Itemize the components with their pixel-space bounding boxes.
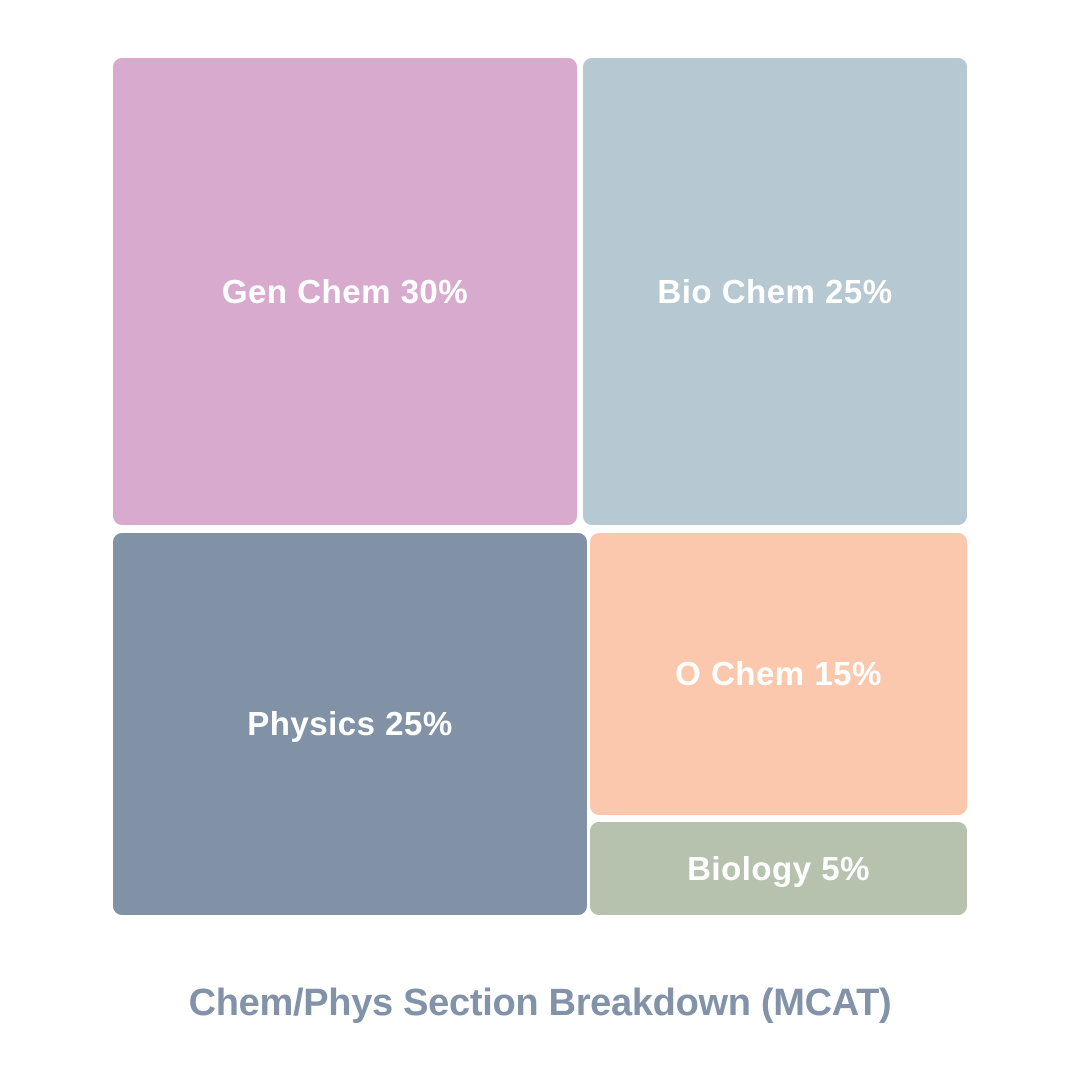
chart-title: Chem/Phys Section Breakdown (MCAT) (188, 982, 892, 1024)
treemap-tile-o-chem-label: O Chem 15% (675, 655, 882, 692)
treemap-tile-gen-chem-label: Gen Chem 30% (221, 272, 469, 310)
treemap-tile-gen-chem: Gen Chem 30% (113, 58, 577, 525)
treemap-tile-biology: Biology 5% (590, 822, 967, 915)
treemap-tile-physics: Physics 25% (113, 533, 587, 915)
treemap-tile-biology-label: Biology 5% (687, 849, 870, 887)
treemap-tile-physics-label: Physics 25% (247, 705, 453, 742)
treemap-tile-bio-chem: Bio Chem 25% (583, 58, 967, 525)
treemap-tile-o-chem: O Chem 15% (590, 533, 967, 815)
treemap-tile-bio-chem-label: Bio Chem 25% (657, 272, 893, 310)
